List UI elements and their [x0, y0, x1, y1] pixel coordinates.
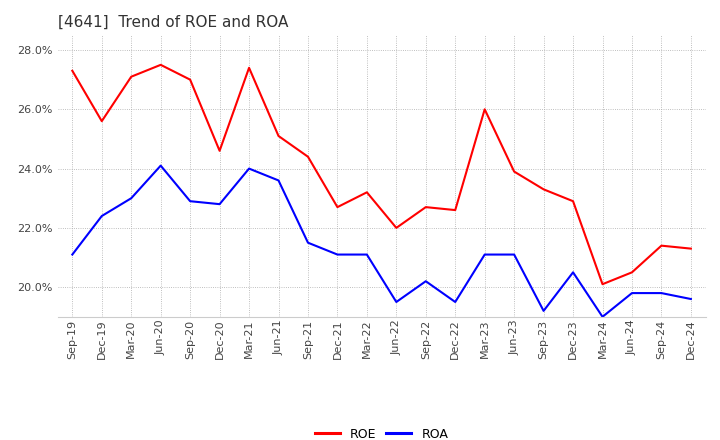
- ROE: [363, 190, 372, 195]
- Text: [4641]  Trend of ROE and ROA: [4641] Trend of ROE and ROA: [58, 15, 288, 30]
- ROA: [539, 308, 548, 314]
- ROE: [156, 62, 165, 67]
- ROA: [304, 240, 312, 246]
- ROA: [628, 290, 636, 296]
- ROE: [657, 243, 666, 248]
- ROA: [333, 252, 342, 257]
- ROE: [392, 225, 400, 231]
- ROA: [451, 299, 459, 304]
- ROE: [539, 187, 548, 192]
- ROA: [569, 270, 577, 275]
- ROA: [363, 252, 372, 257]
- Legend: ROE, ROA: ROE, ROA: [310, 423, 454, 440]
- ROA: [480, 252, 489, 257]
- ROE: [598, 282, 607, 287]
- ROA: [127, 196, 135, 201]
- ROE: [97, 118, 106, 124]
- ROA: [97, 213, 106, 219]
- ROA: [510, 252, 518, 257]
- Line: ROE: ROE: [72, 65, 691, 284]
- ROE: [274, 133, 283, 139]
- ROE: [421, 205, 430, 210]
- ROA: [421, 279, 430, 284]
- Line: ROA: ROA: [72, 165, 691, 317]
- ROA: [245, 166, 253, 171]
- ROE: [304, 154, 312, 159]
- ROE: [215, 148, 224, 154]
- ROA: [215, 202, 224, 207]
- ROE: [68, 68, 76, 73]
- ROA: [274, 178, 283, 183]
- ROE: [687, 246, 696, 251]
- ROA: [657, 290, 666, 296]
- ROA: [186, 198, 194, 204]
- ROE: [127, 74, 135, 79]
- ROE: [628, 270, 636, 275]
- ROE: [186, 77, 194, 82]
- ROA: [598, 314, 607, 319]
- ROA: [156, 163, 165, 168]
- ROE: [451, 207, 459, 213]
- ROA: [392, 299, 400, 304]
- ROA: [687, 297, 696, 302]
- ROE: [480, 106, 489, 112]
- ROA: [68, 252, 76, 257]
- ROE: [333, 205, 342, 210]
- ROE: [569, 198, 577, 204]
- ROE: [245, 65, 253, 70]
- ROE: [510, 169, 518, 174]
